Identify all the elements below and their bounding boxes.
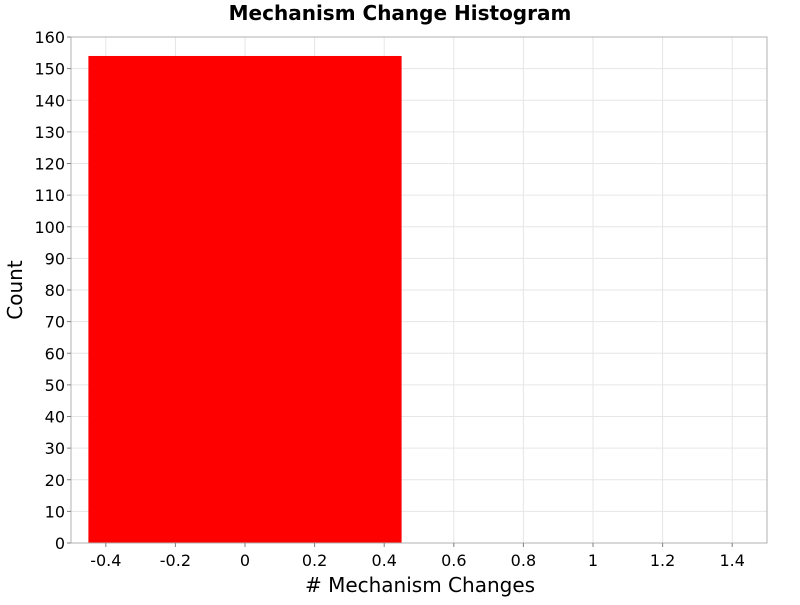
x-tick-label: 0.6 xyxy=(441,551,466,570)
x-tick-label: -0.4 xyxy=(90,551,121,570)
y-tick-label: 120 xyxy=(34,155,65,174)
y-tick-label: 150 xyxy=(34,60,65,79)
y-tick-label: 140 xyxy=(34,91,65,110)
y-tick-label: 10 xyxy=(45,502,65,521)
x-tick-label: -0.2 xyxy=(160,551,191,570)
x-tick-label: 0.4 xyxy=(371,551,396,570)
y-tick-label: 70 xyxy=(45,313,65,332)
y-tick-label: 50 xyxy=(45,376,65,395)
y-tick-label: 0 xyxy=(55,534,65,553)
x-tick-label: 1.2 xyxy=(650,551,675,570)
x-tick-label: 1 xyxy=(588,551,598,570)
y-tick-label: 80 xyxy=(45,281,65,300)
y-tick-label: 90 xyxy=(45,249,65,268)
y-tick-label: 130 xyxy=(34,123,65,142)
x-tick-label: 0 xyxy=(240,551,250,570)
bars xyxy=(88,55,402,543)
y-tick-label: 110 xyxy=(34,186,65,205)
y-tick-label: 30 xyxy=(45,439,65,458)
y-tick-label: 20 xyxy=(45,471,65,490)
x-tick-label: 0.8 xyxy=(511,551,536,570)
y-tick-label: 160 xyxy=(34,28,65,47)
histogram-bar xyxy=(88,55,402,543)
x-axis-ticks: -0.4 -0.2 0 0.2 0.4 0.6 0.8 1 1.2 1.4 xyxy=(90,543,745,570)
x-axis-label: # Mechanism Changes xyxy=(305,573,535,597)
y-tick-label: 60 xyxy=(45,344,65,363)
y-axis-ticks: 0 10 20 30 40 50 60 70 80 90 100 110 120 130 140 150 160 xyxy=(34,28,71,553)
y-tick-label: 40 xyxy=(45,408,65,427)
x-tick-label: 1.4 xyxy=(719,551,744,570)
x-tick-label: 0.2 xyxy=(302,551,327,570)
chart-title: Mechanism Change Histogram xyxy=(229,1,572,25)
y-tick-label: 100 xyxy=(34,218,65,237)
y-axis-label: Count xyxy=(3,260,27,320)
